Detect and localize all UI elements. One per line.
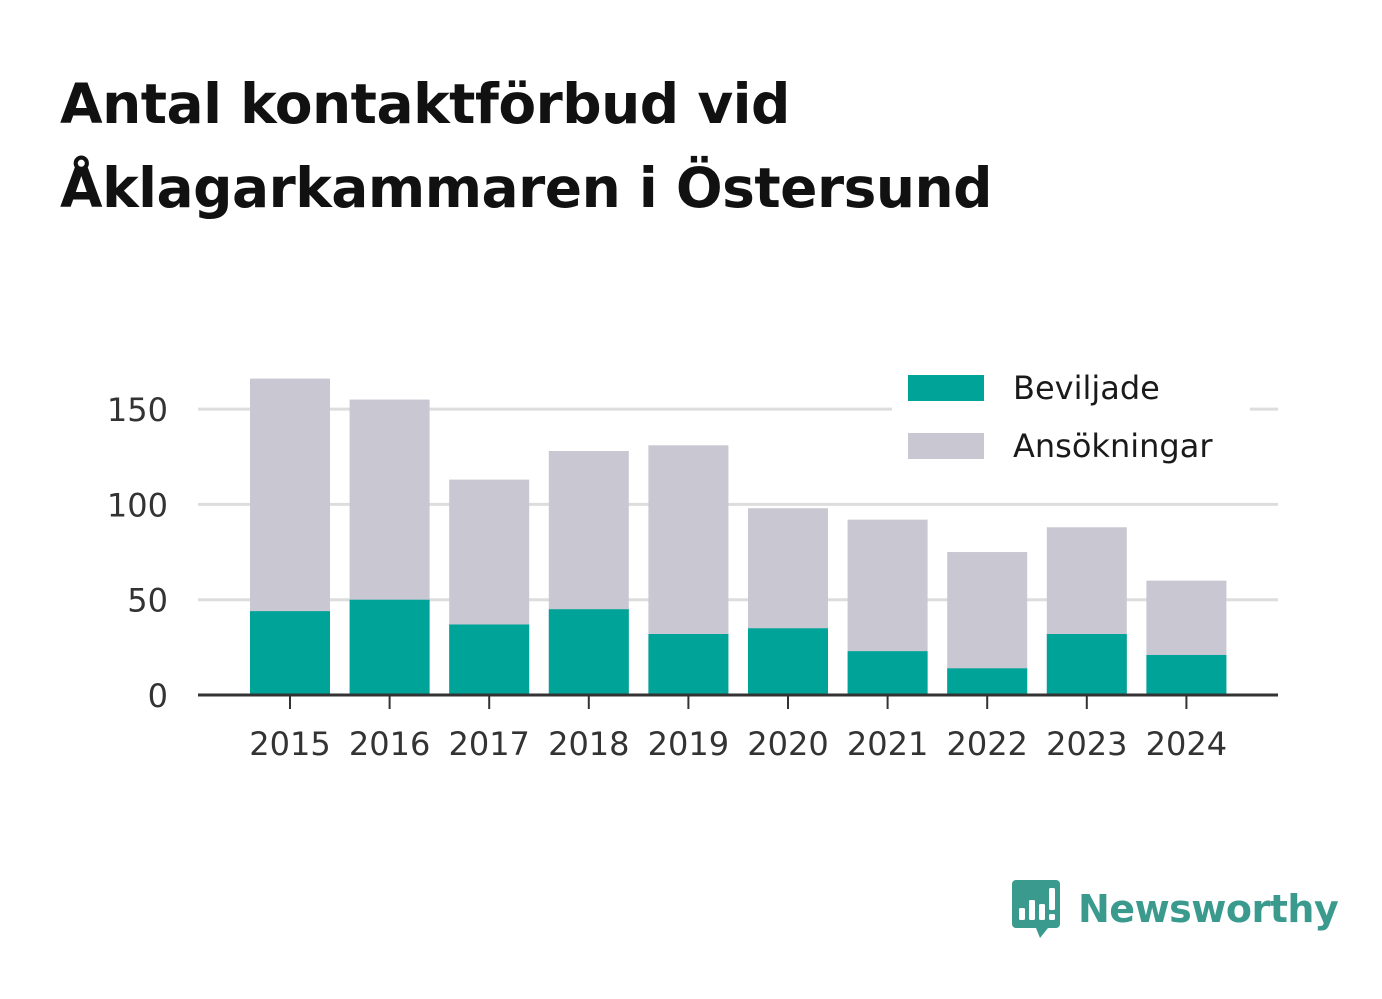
x-tick-label: 2017 [448, 725, 529, 763]
chart-title-line-1: Antal kontaktförbud vid [60, 72, 790, 136]
axes: 0 50 100 150 2015 2016 2017 2018 2019 2020 2021 202… [107, 391, 1278, 763]
bar-beviljade-2023 [1046, 634, 1127, 695]
bar-beviljade-2020 [748, 628, 828, 695]
legend-swatch [908, 433, 984, 459]
x-tick-label: 2021 [847, 725, 928, 763]
bar-beviljade-2022 [947, 668, 1028, 695]
chart-title-line-2: Åklagarkammaren i Östersund [60, 156, 993, 220]
bars [250, 378, 1227, 695]
bar-beviljade-2018 [548, 609, 629, 695]
legend-swatch [908, 375, 984, 401]
x-tick-label: 2023 [1046, 725, 1127, 763]
x-tick-label: 2024 [1146, 725, 1227, 763]
x-tick-label: 2020 [747, 725, 828, 763]
y-tick-label: 0 [148, 677, 168, 715]
y-tick-label: 50 [127, 582, 168, 620]
bar-beviljade-2021 [847, 651, 928, 695]
x-tick-label: 2015 [249, 725, 330, 763]
x-tick-label: 2022 [946, 725, 1027, 763]
legend: Beviljade Ansökningar [892, 360, 1250, 472]
y-tick-label: 150 [107, 391, 168, 429]
bar-beviljade-2016 [349, 599, 430, 695]
chart-title: Antal kontaktförbud vid Åklagarkammaren … [60, 62, 1260, 230]
legend-label: Beviljade [1013, 369, 1160, 407]
legend-label: Ansökningar [1013, 427, 1213, 465]
brand-name: Newsworthy [1078, 887, 1339, 931]
y-tick-label: 100 [107, 486, 168, 524]
bar-beviljade-2017 [449, 624, 530, 695]
bar-beviljade-2015 [250, 611, 330, 695]
bar-beviljade-2024 [1146, 654, 1227, 695]
brand-logo: Newsworthy [1010, 878, 1339, 940]
x-tick-label: 2018 [548, 725, 629, 763]
newsworthy-logo-icon [1012, 880, 1060, 938]
bar-beviljade-2019 [648, 634, 729, 695]
x-tick-label: 2019 [648, 725, 729, 763]
x-tick-label: 2016 [349, 725, 430, 763]
